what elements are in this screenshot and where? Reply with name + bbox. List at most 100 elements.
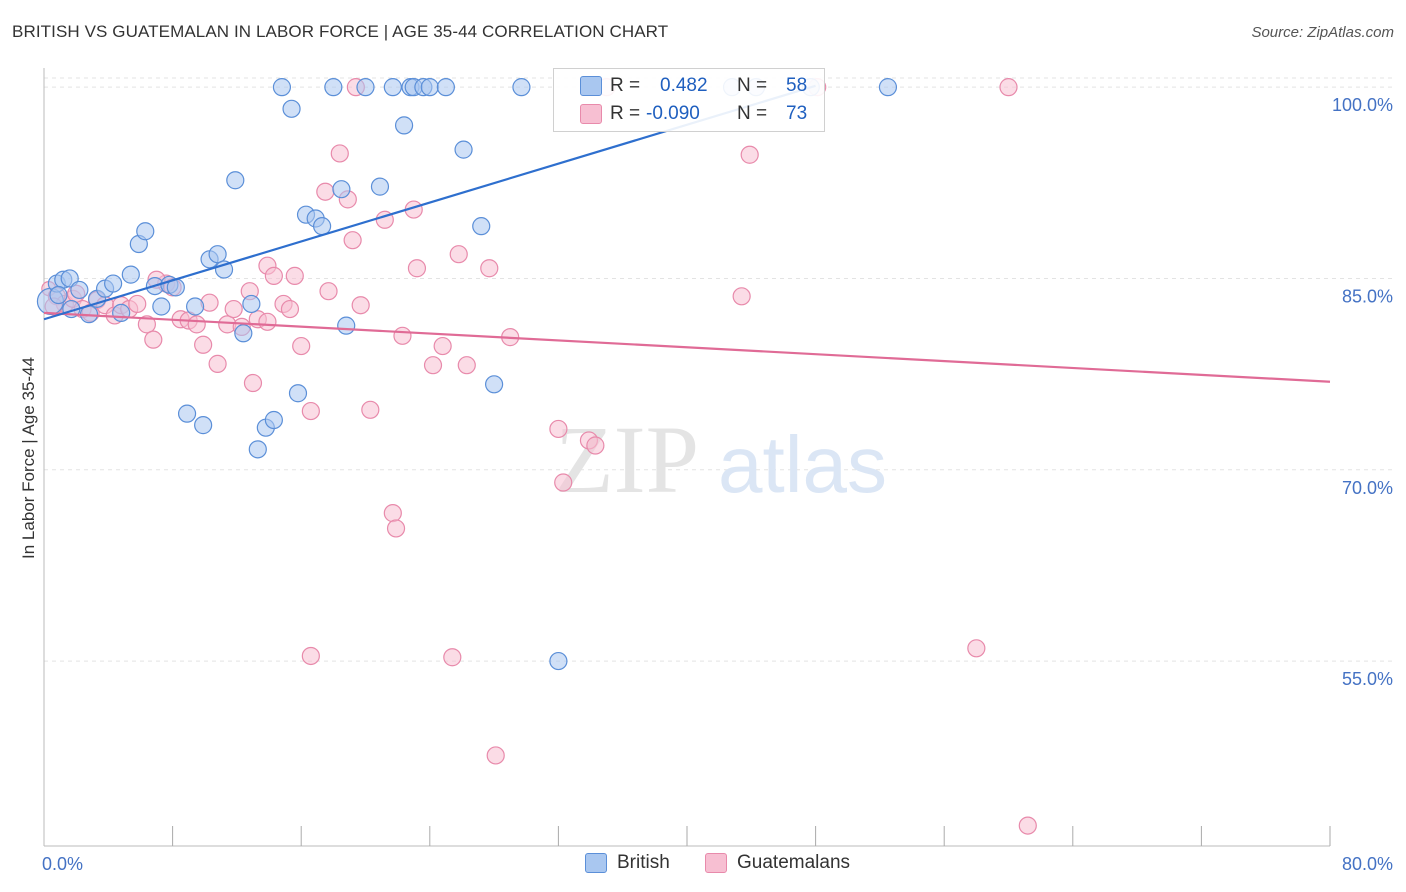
guatemalan-point-67 bbox=[258, 312, 277, 331]
guatemalan-trend-line bbox=[43, 311, 1331, 383]
tick-labels: 100.0% 85.0% 70.0% 55.0% 0.0% 80.0% bbox=[42, 95, 1393, 874]
legend-row-british: R = 0.482 N = 58 bbox=[580, 73, 820, 99]
guatemalan-point-61 bbox=[740, 145, 759, 164]
british-point-51 bbox=[549, 651, 568, 671]
british-n-value: 58 bbox=[786, 75, 808, 96]
british-swatch bbox=[580, 76, 602, 96]
y-tick-label-1: 85.0% bbox=[1342, 286, 1393, 306]
guatemalan-r-label: R = bbox=[610, 103, 641, 124]
guatemalan-point-44 bbox=[393, 326, 412, 345]
british-point-12 bbox=[136, 222, 155, 241]
british-point-46 bbox=[436, 78, 455, 97]
guatemalan-point-63 bbox=[967, 639, 986, 658]
british-point-14 bbox=[152, 297, 171, 316]
correlation-legend: R = 0.482 N = 58 R = -0.090 N = 73 bbox=[553, 68, 825, 132]
y-tick-label-3: 55.0% bbox=[1342, 669, 1393, 689]
watermark-zip: ZIP bbox=[555, 406, 699, 513]
y-tick-label-0: 100.0% bbox=[1332, 95, 1393, 115]
guatemalan-point-19 bbox=[194, 335, 213, 354]
guatemalan-point-58 bbox=[586, 436, 605, 455]
british-point-56 bbox=[49, 285, 68, 305]
british-point-29 bbox=[272, 78, 292, 97]
guatemalan-point-29 bbox=[264, 266, 283, 285]
british-point-25 bbox=[242, 294, 261, 314]
guatemalan-point-49 bbox=[443, 648, 462, 667]
guatemalan-point-36 bbox=[330, 144, 349, 163]
british-legend-swatch bbox=[585, 853, 607, 873]
british-point-47 bbox=[454, 140, 473, 159]
british-point-17 bbox=[177, 404, 197, 423]
guatemalan-r-value: -0.090 bbox=[646, 103, 700, 124]
guatemalan-point-66 bbox=[316, 182, 335, 201]
gridlines bbox=[44, 77, 1392, 662]
y-tick-label-2: 70.0% bbox=[1342, 478, 1393, 498]
guatemalan-point-38 bbox=[343, 231, 362, 250]
guatemalan-point-35 bbox=[319, 282, 338, 301]
british-point-21 bbox=[208, 245, 227, 264]
guatemalan-point-64 bbox=[999, 78, 1018, 97]
british-point-41 bbox=[394, 116, 414, 135]
legend-item-british[interactable]: British bbox=[585, 852, 670, 874]
british-point-30 bbox=[282, 99, 301, 118]
guatemalan-point-40 bbox=[361, 400, 380, 419]
guatemalans-legend-swatch bbox=[705, 853, 727, 873]
guatemalan-point-32 bbox=[285, 266, 304, 285]
guatemalan-point-46 bbox=[407, 259, 427, 278]
british-r-label: R = bbox=[610, 75, 641, 96]
guatemalan-point-18 bbox=[187, 315, 206, 334]
british-point-49 bbox=[485, 375, 504, 394]
british-point-48 bbox=[472, 217, 491, 236]
guatemalan-point-60 bbox=[732, 287, 751, 306]
y-axis-label: In Labor Force | Age 35-44 bbox=[19, 357, 38, 559]
british-point-45 bbox=[420, 78, 439, 97]
guatemalan-point-65 bbox=[1018, 816, 1037, 835]
british-point-8 bbox=[104, 274, 123, 293]
british-point-31 bbox=[288, 384, 308, 403]
guatemalan-swatch bbox=[580, 104, 602, 124]
guatemalan-point-47 bbox=[423, 356, 443, 375]
british-point-55 bbox=[878, 78, 898, 97]
british-point-28 bbox=[264, 410, 283, 430]
british-legend-label: British bbox=[617, 852, 670, 873]
british-point-40 bbox=[383, 78, 402, 97]
guatemalan-point-12 bbox=[137, 315, 156, 334]
guatemalan-point-26 bbox=[243, 373, 263, 393]
guatemalan-point-50 bbox=[449, 245, 468, 264]
british-point-38 bbox=[356, 78, 375, 97]
guatemalan-point-55 bbox=[549, 419, 568, 439]
watermark: ZIP atlas bbox=[555, 406, 887, 513]
guatemalan-point-34 bbox=[301, 401, 320, 421]
legend-item-guatemalans[interactable]: Guatemalans bbox=[705, 852, 850, 874]
x-tick-label-1: 80.0% bbox=[1342, 854, 1393, 874]
chart-source: Source: ZipAtlas.com bbox=[1251, 24, 1394, 41]
british-point-9 bbox=[112, 303, 131, 322]
british-point-23 bbox=[226, 171, 245, 190]
watermark-atlas: atlas bbox=[718, 420, 887, 509]
chart-title: BRITISH VS GUATEMALAN IN LABOR FORCE | A… bbox=[12, 22, 669, 41]
axes bbox=[43, 68, 1331, 847]
british-n-label: N = bbox=[737, 75, 768, 96]
british-point-50 bbox=[512, 78, 531, 97]
british-point-26 bbox=[248, 440, 267, 459]
guatemalan-points bbox=[41, 78, 1037, 835]
guatemalan-point-51 bbox=[457, 356, 476, 375]
guatemalan-point-23 bbox=[224, 299, 243, 319]
guatemalan-point-39 bbox=[351, 296, 370, 315]
british-point-10 bbox=[121, 265, 140, 284]
british-r-value: 0.482 bbox=[660, 75, 708, 96]
guatemalan-n-value: 73 bbox=[786, 103, 808, 124]
guatemalan-point-48 bbox=[433, 336, 452, 356]
british-point-35 bbox=[324, 78, 343, 97]
british-point-4 bbox=[70, 280, 89, 300]
british-point-19 bbox=[194, 416, 213, 435]
british-point-18 bbox=[186, 297, 205, 316]
guatemalan-n-label: N = bbox=[737, 103, 768, 124]
guatemalan-point-42 bbox=[383, 504, 402, 523]
british-point-24 bbox=[234, 324, 253, 343]
guatemalan-point-33 bbox=[292, 336, 311, 356]
legend-row-guatemalan: R = -0.090 N = 73 bbox=[580, 101, 820, 127]
guatemalan-point-56 bbox=[554, 473, 573, 492]
guatemalan-point-68 bbox=[301, 646, 320, 666]
british-point-36 bbox=[332, 180, 351, 199]
